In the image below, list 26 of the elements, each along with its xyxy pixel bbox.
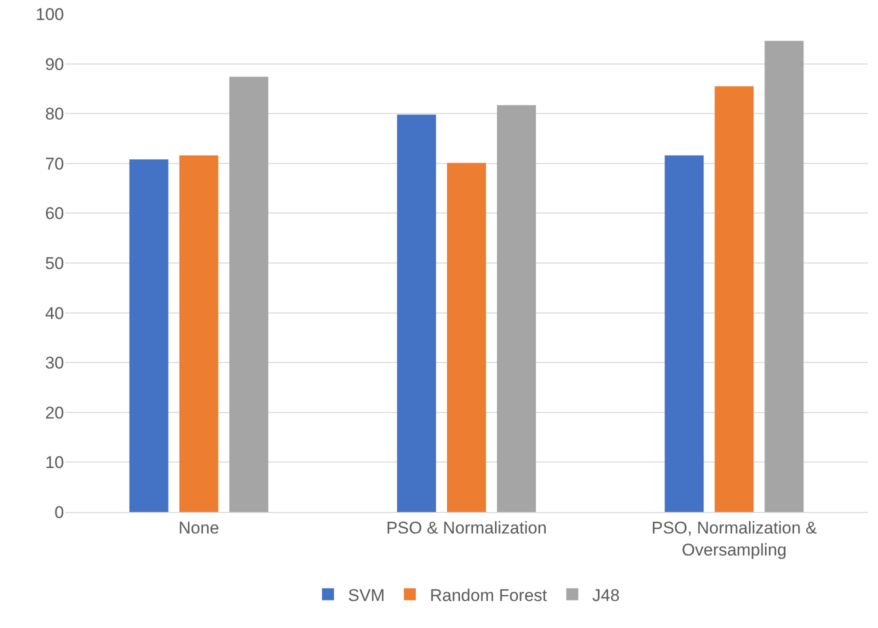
legend-label: J48 [592, 586, 620, 605]
y-tick-label: 20 [45, 403, 64, 422]
y-tick-label: 70 [45, 154, 64, 174]
y-tick-label: 90 [45, 54, 64, 74]
x-tick-label: None [178, 518, 220, 538]
bar [397, 114, 436, 512]
y-tick-label: 30 [45, 354, 64, 373]
x-tick-label: PSO & Normalization [386, 518, 547, 538]
bar [229, 76, 268, 512]
bar [447, 162, 486, 512]
bar [764, 40, 804, 512]
y-tick-label: 10 [45, 453, 64, 472]
legend-label: SVM [348, 586, 385, 605]
bar [179, 155, 218, 512]
y-tick-label: 80 [45, 104, 64, 124]
bar [129, 159, 168, 512]
bar [496, 105, 536, 512]
y-tick-label: 60 [45, 204, 64, 224]
y-tick-label: 100 [36, 4, 64, 24]
bar [664, 155, 704, 512]
y-tick-label: 0 [54, 502, 64, 522]
y-tick-label: 50 [45, 254, 64, 273]
x-tick-label: PSO, Normalization & Oversampling [652, 518, 818, 560]
bar [714, 86, 754, 512]
legend-label: Random Forest [430, 586, 548, 605]
y-tick-label: 40 [45, 304, 64, 323]
